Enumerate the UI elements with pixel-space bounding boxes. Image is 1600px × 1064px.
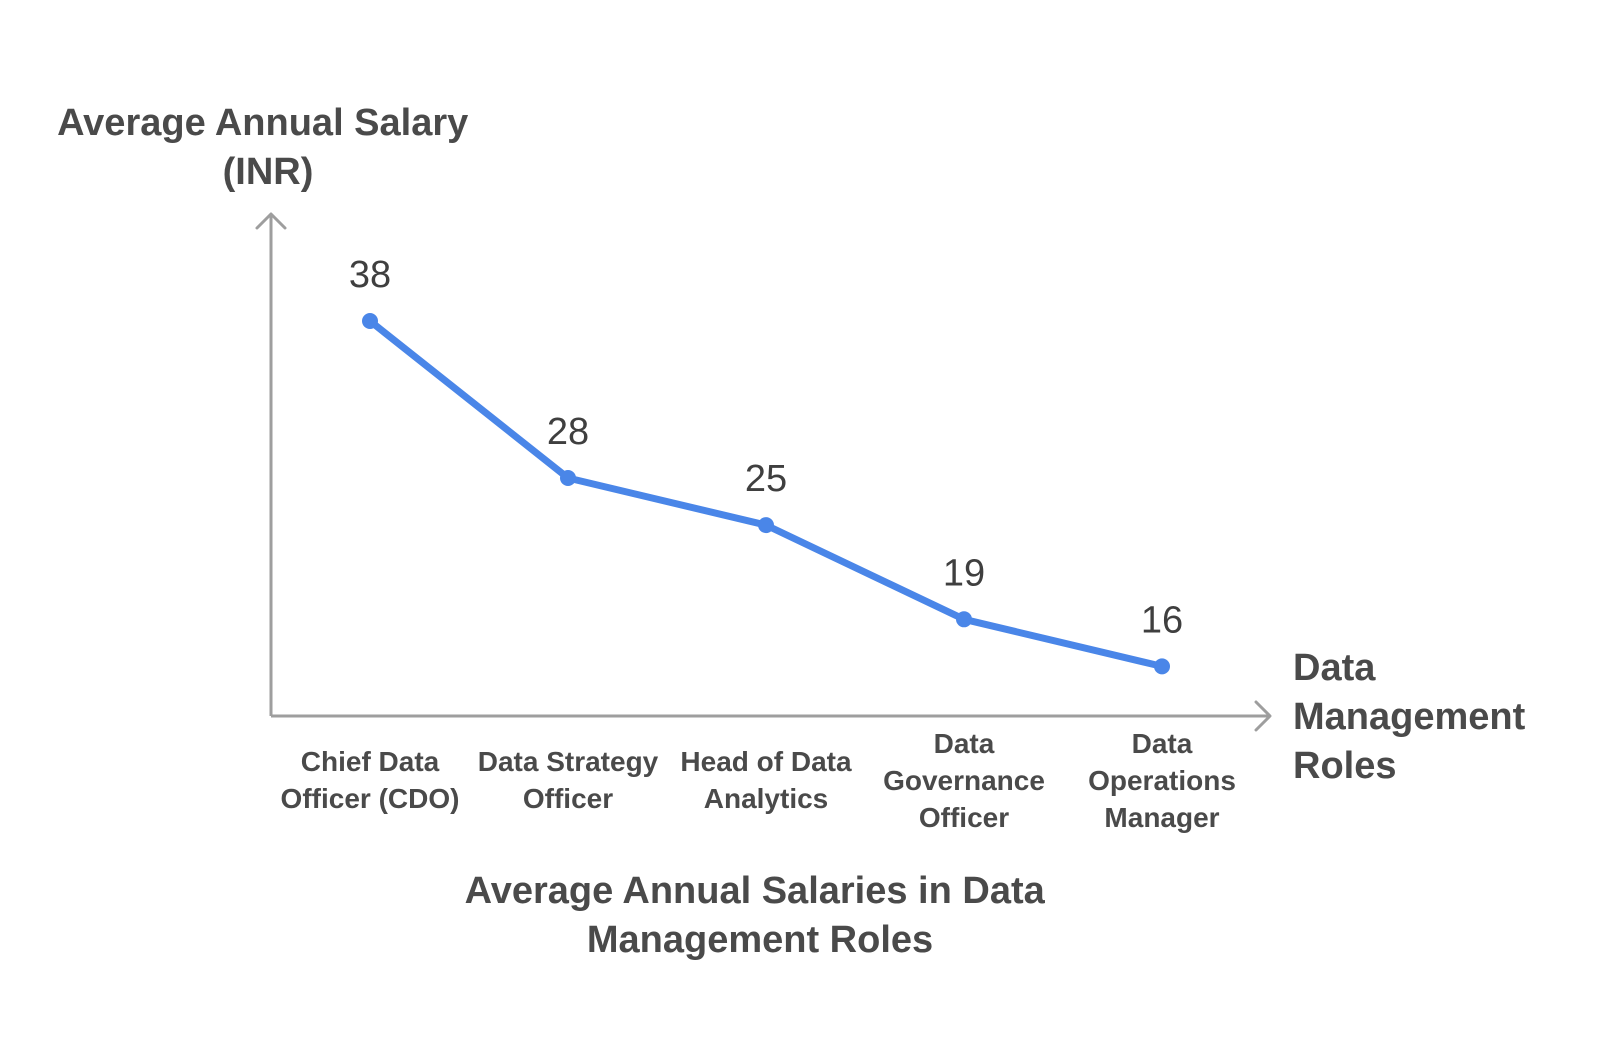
x-tick-label-line: Data xyxy=(934,728,995,759)
y-axis-title-line-2: (INR) xyxy=(223,151,314,193)
x-tick-label-line: Governance xyxy=(883,765,1045,796)
x-tick-label: Data Governance Officer xyxy=(883,728,1045,833)
x-tick-label-line: Officer (CDO) xyxy=(281,783,460,814)
x-axis-title-line-1: Data xyxy=(1293,647,1376,689)
x-tick-label-line: Data xyxy=(1132,728,1193,759)
x-axis-title-line-2: Management xyxy=(1293,696,1526,738)
data-label: 16 xyxy=(1141,599,1183,641)
x-tick-label-line: Operations xyxy=(1088,765,1236,796)
data-point xyxy=(1154,658,1170,675)
y-axis-arrowhead xyxy=(255,212,287,230)
x-axis-title: Data Management Roles xyxy=(1293,647,1536,787)
data-label: 38 xyxy=(349,254,391,296)
data-point xyxy=(758,517,774,534)
chart-title: Average Annual Salaries in Data Manageme… xyxy=(465,870,1056,961)
x-tick-label: Data Operations Manager xyxy=(1088,728,1236,833)
chart-title-line-2: Management Roles xyxy=(587,919,933,961)
x-tick-label-line: Analytics xyxy=(704,783,829,814)
x-tick-label: Head of Data Analytics xyxy=(680,746,852,814)
data-point xyxy=(362,313,378,329)
x-tick-label: Chief Data Officer (CDO) xyxy=(281,746,460,814)
x-axis-arrowhead xyxy=(1254,700,1272,732)
data-point xyxy=(956,611,972,628)
y-axis-title: Average Annual Salary (INR) xyxy=(57,102,479,193)
data-label: 19 xyxy=(943,552,985,594)
x-tick-label-line: Officer xyxy=(919,802,1009,833)
x-tick-label: Data Strategy Officer xyxy=(478,746,659,814)
data-label: 28 xyxy=(547,411,589,453)
x-tick-label-line: Manager xyxy=(1104,802,1219,833)
x-tick-label-line: Head of Data xyxy=(680,746,852,777)
series-layer xyxy=(362,313,1170,675)
category-labels-layer: Chief Data Officer (CDO) Data Strategy Offi… xyxy=(281,728,1236,833)
x-axis-title-line-3: Roles xyxy=(1293,745,1396,787)
x-tick-label-line: Officer xyxy=(523,783,613,814)
x-tick-label-line: Chief Data xyxy=(301,746,440,777)
y-axis-title-line-1: Average Annual Salary xyxy=(57,102,468,144)
axes xyxy=(255,212,1272,732)
data-label: 25 xyxy=(745,458,787,500)
data-labels-layer: 38 28 25 19 16 xyxy=(349,254,1183,641)
x-tick-label-line: Data Strategy xyxy=(478,746,659,777)
data-point xyxy=(560,470,576,486)
chart-title-line-1: Average Annual Salaries in Data xyxy=(465,870,1046,912)
